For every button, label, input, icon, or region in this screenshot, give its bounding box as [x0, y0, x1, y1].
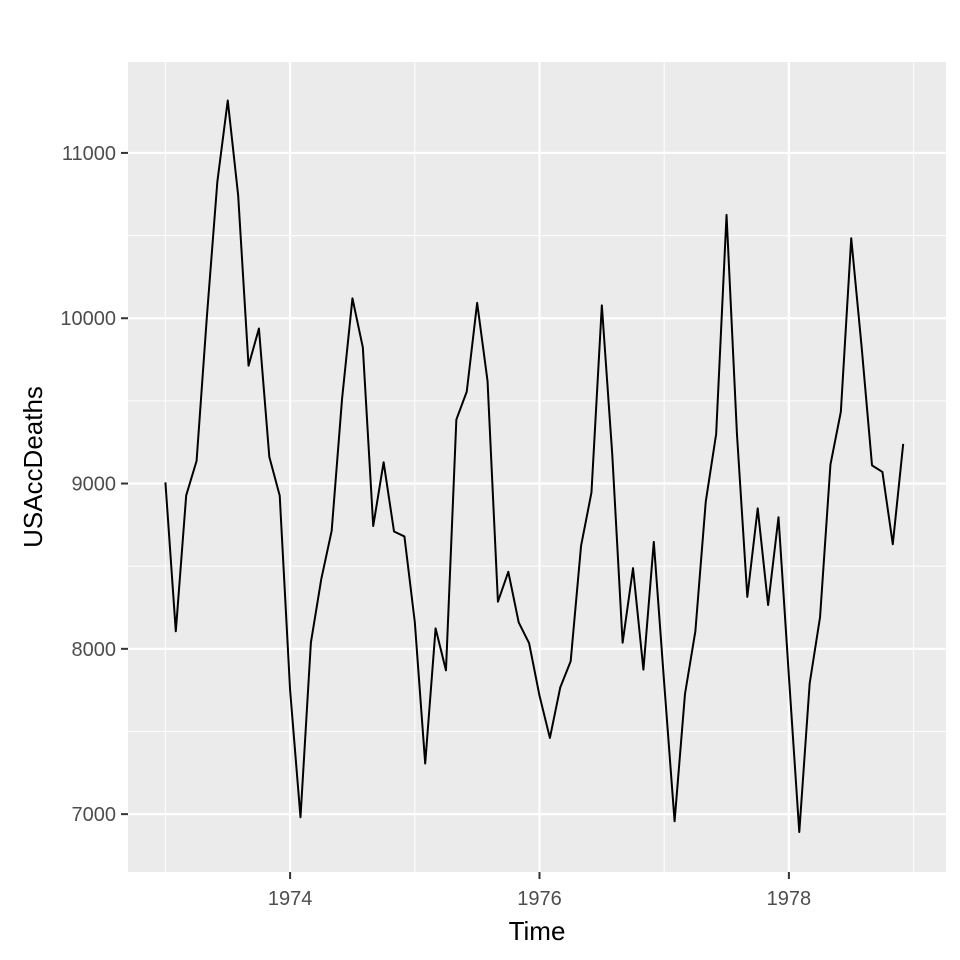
x-tick-label: 1976 — [517, 888, 562, 910]
series-line — [164, 99, 905, 833]
y-tick-label: 8000 — [72, 639, 117, 661]
y-tick-label: 9000 — [72, 474, 117, 496]
series-layer — [164, 99, 905, 833]
x-axis: 1974 1976 1978 — [268, 872, 811, 910]
y-tick-label: 10000 — [60, 308, 116, 330]
x-tick-label: 1978 — [767, 888, 812, 910]
y-axis: 7000 8000 9000 10000 11000 — [60, 143, 128, 826]
y-tick-label: 7000 — [72, 804, 117, 826]
y-tick-label: 11000 — [62, 143, 116, 165]
x-axis-title: Time — [509, 916, 566, 946]
grid-major — [128, 62, 946, 872]
y-axis-title: USAccDeaths — [18, 386, 48, 548]
plot-panel — [128, 62, 946, 872]
x-tick-label: 1974 — [268, 888, 313, 910]
